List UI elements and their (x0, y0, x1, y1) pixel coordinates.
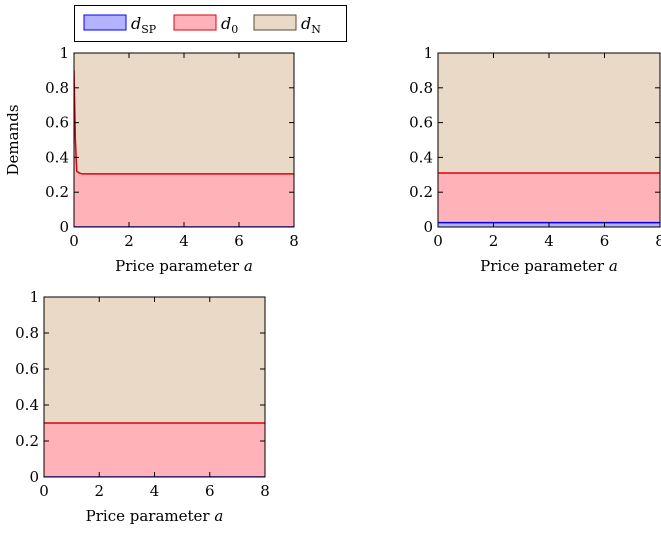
legend-label-d_N: dN (301, 14, 321, 36)
legend-swatch-d_N (253, 14, 297, 31)
y-tick-label: 1 (29, 288, 39, 306)
area-d_N (44, 297, 265, 423)
y-tick-label: 0.6 (15, 360, 39, 378)
x-tick-label: 8 (655, 232, 661, 250)
chart-2: 0 2 4 6 8 0 0.2 0.4 0.6 0.8 1 Price parameter a (409, 44, 661, 275)
area-d_0 (74, 70, 294, 227)
plot-area-3 (44, 297, 265, 477)
legend-swatch-d_0 (173, 14, 217, 31)
x-tick-label: 2 (489, 232, 499, 250)
x-axis-label: Price parameter a (480, 257, 618, 275)
y-tick-label: 0.8 (409, 79, 433, 97)
x-tick-label: 4 (179, 232, 189, 250)
y-tick-label: 0.4 (15, 396, 39, 414)
y-tick-label: 0.4 (409, 148, 433, 166)
x-tick-label: 0 (433, 232, 443, 250)
charts: 0 2 4 6 8 0 0.2 0.4 0.6 0.8 1 Price parameter a Dema… (4, 44, 661, 525)
y-axis-label: Demands (4, 104, 22, 175)
x-tick-label: 6 (234, 232, 244, 250)
legend-label-d_SP: dSP (131, 14, 157, 36)
y-tick-label: 0.6 (409, 114, 433, 132)
y-tick-label: 0.4 (45, 148, 69, 166)
x-tick-label: 0 (39, 482, 49, 500)
y-tick-label: 0.8 (15, 324, 39, 342)
x-tick-label: 2 (124, 232, 134, 250)
y-tick-label: 0.6 (45, 114, 69, 132)
y-tick-label: 0.2 (45, 183, 69, 201)
x-tick-label: 0 (69, 232, 79, 250)
x-tick-label: 8 (260, 482, 270, 500)
y-tick-label: 0.2 (409, 183, 433, 201)
line-d_0 (74, 70, 294, 175)
x-tick-label: 2 (94, 482, 104, 500)
x-axis-label: Price parameter a (86, 507, 224, 525)
x-tick-label: 4 (150, 482, 160, 500)
area-d_N (74, 53, 294, 174)
plot-area-1 (74, 53, 294, 227)
area-d_0 (438, 173, 660, 223)
legend-label-d_0: d0 (221, 14, 238, 36)
x-axis-label: Price parameter a (115, 257, 253, 275)
chart-3: 0 2 4 6 8 0 0.2 0.4 0.6 0.8 1 Price parameter a (15, 288, 270, 525)
y-tick-label: 0 (29, 468, 39, 486)
y-tick-label: 0.8 (45, 79, 69, 97)
y-tick-label: 0 (59, 218, 69, 236)
legend: dSP d0 dN (74, 5, 347, 42)
y-tick-label: 0 (423, 218, 433, 236)
legend-swatch-d_SP (83, 14, 127, 31)
x-tick-label: 8 (289, 232, 299, 250)
y-tick-label: 1 (59, 44, 69, 62)
chart-1: 0 2 4 6 8 0 0.2 0.4 0.6 0.8 1 Price parameter a Dema… (4, 44, 299, 275)
area-d_N (438, 53, 660, 174)
x-tick-label: 4 (544, 232, 554, 250)
y-tick-label: 1 (423, 44, 433, 62)
plot-area-2 (438, 53, 660, 227)
y-tick-label: 0.2 (15, 432, 39, 450)
x-tick-label: 6 (600, 232, 610, 250)
area-d_0 (44, 423, 265, 477)
x-tick-label: 6 (205, 482, 215, 500)
